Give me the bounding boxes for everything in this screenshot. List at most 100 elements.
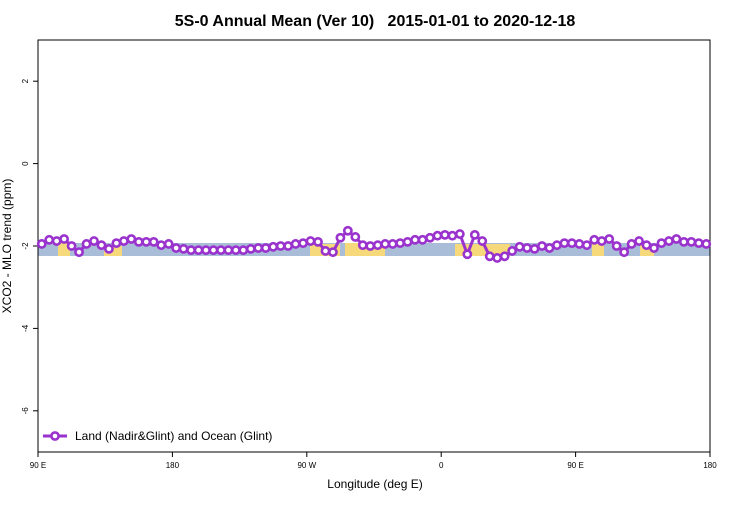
data-point (492, 253, 503, 263)
y-tick-label: 0 (21, 161, 30, 166)
chart-title: 5S-0 Annual Mean (Ver 10) 2015-01-01 to … (175, 13, 576, 30)
land-patch (592, 244, 604, 256)
data-point (193, 245, 204, 256)
data-point (89, 236, 99, 246)
data-point (410, 234, 420, 245)
data-point (462, 249, 473, 260)
x-tick-label: 180 (166, 461, 180, 470)
legend-marker (50, 431, 60, 441)
data-point (275, 241, 286, 251)
data-point (559, 238, 570, 249)
data-point (186, 245, 196, 256)
x-tick-label: 90 W (297, 461, 316, 470)
data-point (357, 240, 368, 251)
data-point (649, 243, 659, 253)
data-point (440, 229, 450, 240)
plot-layer: 90 E 180 90 W 0 90 E 180 -6 -4 -2 0 2 Land (Nadir&G… (21, 78, 717, 470)
data-point (641, 240, 652, 251)
data-point (156, 240, 167, 251)
data-point (96, 240, 107, 251)
data-point (604, 234, 615, 244)
data-point (133, 236, 144, 247)
data-point (36, 239, 47, 249)
y-axis-label: XCO2 - MLO trend (ppm) (0, 179, 14, 314)
legend-label: Land (Nadir&Glint) and Ocean (Glint) (75, 429, 272, 443)
y-tick-label: 2 (21, 78, 30, 83)
data-point (118, 236, 129, 246)
data-point (469, 229, 480, 240)
data-point (417, 234, 428, 245)
data-point (268, 241, 279, 252)
x-tick-label: 180 (703, 461, 717, 470)
data-point (171, 243, 182, 253)
data-point (380, 239, 391, 249)
x-tick-label: 90 E (567, 461, 583, 470)
data-point (626, 239, 637, 249)
data-point (589, 234, 600, 245)
data-point (104, 243, 114, 254)
data-point (611, 241, 622, 251)
data-point (499, 251, 510, 262)
data-point (51, 236, 62, 246)
data-point (201, 245, 211, 256)
y-tick-label: -6 (21, 407, 30, 415)
y-tick-label: -2 (21, 242, 30, 250)
data-point (111, 238, 122, 249)
data-point (671, 234, 682, 244)
data-point (447, 230, 458, 241)
data-point (216, 245, 226, 256)
data-point (402, 236, 413, 247)
data-point (634, 236, 644, 246)
data-point (66, 241, 77, 251)
data-point (245, 243, 256, 254)
x-tick-label: 90 E (30, 461, 46, 470)
data-point (290, 239, 301, 249)
data-point (178, 243, 189, 254)
data-point (701, 239, 712, 249)
data-point (693, 238, 704, 249)
data-point (126, 234, 137, 244)
data-point (484, 251, 495, 262)
data-point (596, 236, 607, 246)
land-patch (640, 245, 654, 256)
data-point (328, 247, 338, 258)
data-point (260, 243, 271, 253)
data-point (74, 247, 84, 258)
data-point (581, 240, 592, 251)
data-point (305, 236, 316, 246)
data-point (44, 234, 55, 245)
data-point (566, 238, 577, 249)
data-point (507, 246, 518, 256)
data-point (664, 236, 674, 246)
data-point (537, 241, 547, 251)
data-point (238, 245, 249, 256)
y-tick-label: -4 (21, 324, 30, 332)
data-point (552, 240, 562, 251)
x-axis-label: Longitude (deg E) (327, 477, 422, 491)
data-point (574, 239, 585, 249)
data-point (619, 247, 630, 258)
data-point (365, 241, 376, 251)
data-point (372, 240, 383, 251)
data-point (208, 245, 219, 256)
data-point (335, 232, 346, 243)
data-point (544, 243, 555, 253)
data-point (387, 239, 398, 249)
data-point (477, 236, 488, 246)
data-point (656, 238, 667, 249)
data-point (678, 236, 689, 247)
data-point (529, 243, 540, 254)
x-tick-label: 0 (439, 461, 444, 470)
data-point (342, 225, 353, 236)
data-point (432, 230, 443, 241)
data-point (522, 243, 532, 253)
data-point (514, 241, 525, 252)
data-point (163, 239, 174, 249)
data-point (350, 232, 361, 242)
data-point (141, 236, 152, 247)
data-point (81, 239, 92, 249)
data-point (298, 238, 308, 249)
data-point (454, 229, 465, 239)
data-point (230, 245, 241, 256)
